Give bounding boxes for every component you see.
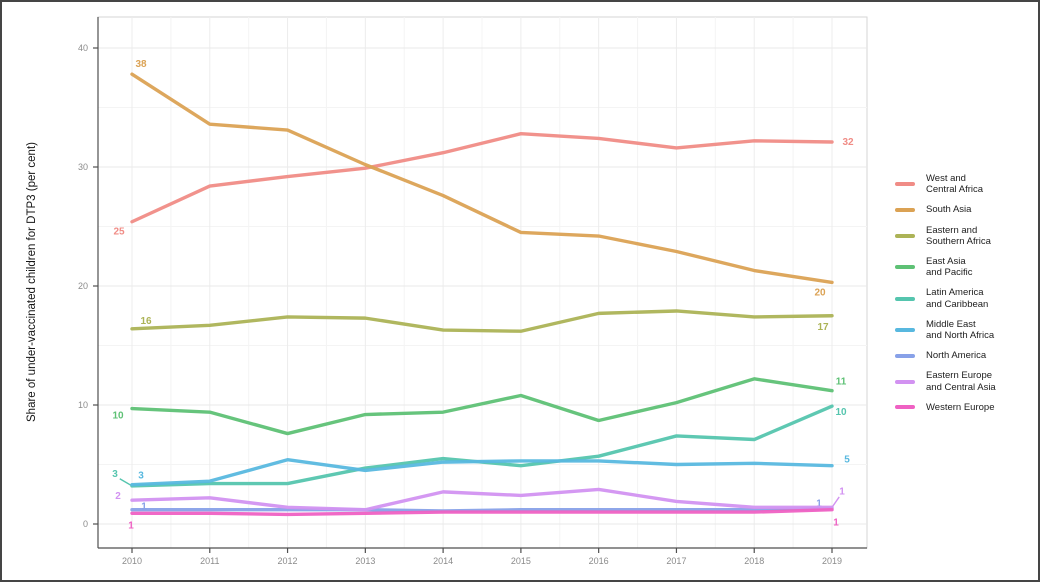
data-label-eastern-europe-and-central-asia: 1 — [839, 486, 845, 497]
legend-swatch-west-and-central-africa — [895, 182, 915, 187]
x-tick-label: 2010 — [122, 556, 142, 566]
y-tick-label: 10 — [78, 400, 88, 410]
legend-swatch-eastern-and-southern-africa — [895, 233, 915, 238]
legend-label-eastern-and-southern-africa: Eastern and Southern Africa — [926, 224, 991, 247]
legend-swatch-north-america — [895, 353, 915, 358]
series-line-middle-east-and-north-africa — [130, 458, 834, 487]
legend-item-west-and-central-africa: West and Central Africa — [895, 172, 1038, 196]
x-tick-label: 2013 — [355, 556, 375, 566]
data-label-west-and-central-africa: 25 — [113, 227, 125, 238]
x-tick-label: 2017 — [666, 556, 686, 566]
data-label-eastern-and-southern-africa: 16 — [140, 316, 152, 327]
legend-item-eastern-and-southern-africa: Eastern and Southern Africa — [895, 224, 1038, 247]
legend-swatch-south-asia — [895, 207, 915, 212]
legend-swatch-east-asia-and-pacific — [895, 265, 915, 270]
data-label-western-europe: 1 — [833, 518, 839, 529]
series-line-west-and-central-africa — [130, 131, 834, 224]
legend-swatch-eastern-europe-and-central-asia — [895, 379, 915, 384]
legend-label-south-asia: South Asia — [926, 204, 972, 216]
y-tick-label: 0 — [83, 519, 88, 529]
x-tick-label: 2011 — [200, 556, 219, 566]
series-line-eastern-and-southern-africa — [130, 309, 834, 333]
legend-item-latin-america-and-caribbean: Latin America and Caribbean — [895, 287, 1038, 310]
y-tick-label: 20 — [78, 281, 88, 291]
x-tick-label: 2012 — [278, 556, 298, 566]
x-tick-label: 2016 — [589, 556, 609, 566]
data-label-west-and-central-africa: 32 — [842, 137, 854, 148]
legend-item-south-asia: South Asia — [895, 204, 1038, 216]
x-tick-label: 2018 — [744, 556, 764, 566]
series-line-east-asia-and-pacific — [130, 377, 834, 436]
legend: West and Central Africa South Asia Eastern … — [895, 2, 1038, 580]
data-label-eastern-europe-and-central-asia: 2 — [115, 491, 121, 502]
legend-label-east-asia-and-pacific: East Asia and Pacific — [926, 255, 973, 279]
x-tick-label: 2014 — [433, 556, 453, 566]
data-label-western-europe: 1 — [128, 520, 134, 531]
data-label-south-asia: 38 — [135, 59, 147, 70]
legend-label-middle-east-and-north-africa: Middle East and North Africa — [926, 318, 995, 341]
data-label-east-asia-and-pacific: 11 — [836, 377, 847, 388]
data-label-north-america: 1 — [816, 499, 822, 510]
legend-item-eastern-europe-and-central-asia: Eastern Europe and Central Asia — [895, 370, 1038, 393]
data-label-latin-america-and-caribbean: 10 — [835, 407, 847, 418]
legend-swatch-western-europe — [895, 405, 915, 410]
series-line-western-europe — [130, 508, 834, 517]
legend-label-north-america: North America — [926, 350, 987, 362]
data-label-eastern-and-southern-africa: 17 — [817, 322, 829, 333]
legend-item-western-europe: Western Europe — [895, 401, 1038, 413]
y-tick-label: 30 — [78, 162, 88, 172]
legend-item-east-asia-and-pacific: East Asia and Pacific — [895, 255, 1038, 279]
data-label-middle-east-and-north-africa: 5 — [844, 455, 850, 466]
legend-label-eastern-europe-and-central-asia: Eastern Europe and Central Asia — [926, 370, 996, 393]
legend-swatch-latin-america-and-caribbean — [895, 296, 915, 301]
data-label-north-america: 1 — [141, 502, 147, 513]
data-label-south-asia: 20 — [814, 287, 826, 298]
x-tick-label: 2015 — [511, 556, 531, 566]
legend-label-western-europe: Western Europe — [926, 401, 995, 413]
series-line-eastern-europe-and-central-asia — [130, 487, 834, 512]
legend-label-latin-america-and-caribbean: Latin America and Caribbean — [926, 287, 989, 310]
data-label-middle-east-and-north-africa: 3 — [138, 471, 144, 482]
x-tick-label: 2019 — [822, 556, 842, 566]
legend-label-west-and-central-africa: West and Central Africa — [926, 172, 984, 196]
legend-item-middle-east-and-north-africa: Middle East and North Africa — [895, 318, 1038, 341]
label-leader — [119, 478, 133, 487]
label-leader — [831, 496, 840, 508]
series-line-south-asia — [130, 72, 834, 285]
data-label-latin-america-and-caribbean: 3 — [112, 469, 118, 480]
series-line-north-america — [130, 506, 834, 513]
legend-item-north-america: North America — [895, 350, 1038, 362]
data-label-east-asia-and-pacific: 10 — [112, 411, 124, 422]
legend-swatch-middle-east-and-north-africa — [895, 328, 915, 332]
y-tick-label: 40 — [78, 43, 88, 53]
